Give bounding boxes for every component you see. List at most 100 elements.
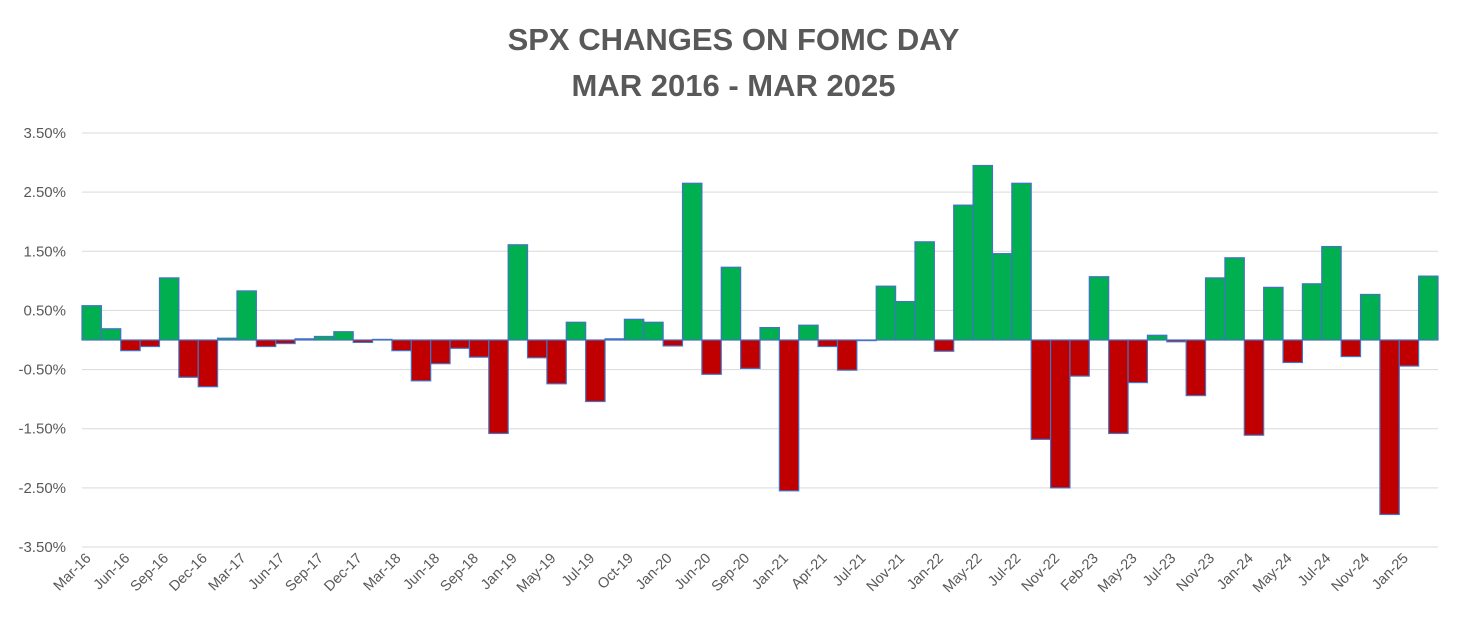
bar [914,241,935,341]
x-tick-label: Nov-24 [1329,551,1373,595]
x-tick-label: Nov-23 [1174,551,1218,595]
bar [623,318,645,341]
bar [1069,339,1090,377]
x-tick-label: Apr-21 [789,551,831,593]
y-tick-label: -0.50% [18,362,66,379]
bar [197,339,219,388]
x-tick-label: May-19 [514,551,560,597]
bar [565,321,587,341]
x-tick-label: Dec-16 [166,551,210,595]
bar [1108,339,1129,435]
bar [1418,275,1439,341]
bar [1127,339,1149,384]
bar [720,266,742,341]
bar [371,338,393,341]
bar [1049,339,1071,489]
x-tick-label: Oct-19 [595,551,637,593]
x-tick-label: Jan-19 [478,551,521,594]
y-tick-label: 0.50% [23,302,66,319]
bar [120,339,141,352]
x-tick-label: Jun-16 [91,551,134,594]
bar [178,339,199,378]
y-tick-label: 2.50% [23,184,66,201]
bar [430,339,451,365]
bar [1146,334,1168,341]
bar [294,338,316,341]
bar [100,328,122,341]
bar [526,339,548,359]
x-tick-label: Sep-16 [128,551,172,595]
bar [933,339,955,352]
bar [798,324,819,341]
x-tick-label: Jan-20 [633,551,676,594]
bar [236,290,257,341]
x-tick-label: Jun-17 [246,551,289,594]
bar [1243,339,1265,436]
bar [1282,339,1304,364]
bar [352,339,374,343]
chart-title: SPX CHANGES ON FOMC DAY [507,22,960,57]
bar [585,339,606,403]
x-tick-label: Mar-17 [206,551,250,595]
x-tick-label: Jan-22 [904,551,947,594]
x-tick-label: Nov-21 [864,551,908,595]
bar [255,339,277,348]
bar [759,326,780,341]
bar [391,339,412,352]
bar [1340,339,1362,358]
bar [1011,182,1032,341]
bar [1166,339,1187,343]
x-tick-label: Sep-17 [283,551,327,595]
bar [604,338,626,341]
bar [507,244,529,341]
x-tick-label: Dec-17 [321,551,365,595]
y-tick-label: 3.50% [23,125,66,142]
x-tick-label: Jan-21 [749,551,792,594]
x-tick-label: Mar-18 [361,551,405,595]
bar [1263,286,1284,341]
bar [139,339,161,348]
bar [1301,283,1323,341]
bar [662,339,684,347]
bar [875,285,897,341]
bar [410,339,432,382]
x-tick-label: Jun-20 [672,551,715,594]
x-tick-label: Jan-25 [1369,551,1412,594]
bar [681,182,703,341]
bar [468,339,490,358]
bar [740,339,761,369]
x-tick-label: May-23 [1095,551,1141,597]
x-tick-label: Jul-19 [559,551,598,590]
x-tick-label: Jan-24 [1214,551,1257,594]
x-tick-label: Jun-18 [401,551,444,594]
x-tick-label: Sep-18 [438,551,482,595]
bar [546,339,567,385]
bar [217,337,238,341]
bar [1379,339,1400,516]
bar [1224,257,1245,341]
x-tick-label: Sep-20 [709,551,753,595]
bar [1185,339,1207,397]
bar [856,339,877,342]
x-tick-label: Feb-23 [1058,551,1102,595]
bar [1088,276,1110,341]
y-tick-label: -3.50% [18,539,66,556]
bar [1321,245,1342,341]
y-tick-label: -2.50% [18,480,66,497]
x-tick-label: Nov-22 [1019,551,1063,595]
bar [449,339,471,349]
chart-subtitle: MAR 2016 - MAR 2025 [571,68,896,103]
bar [158,277,180,341]
bar [1359,293,1381,341]
bar [81,305,102,341]
bar [972,164,994,341]
bar [1204,277,1226,341]
bar [953,204,974,341]
bar [817,339,839,348]
x-tick-label: May-24 [1250,551,1296,597]
bar [894,300,916,341]
y-tick-label: -1.50% [18,421,66,438]
bar [1398,339,1420,367]
